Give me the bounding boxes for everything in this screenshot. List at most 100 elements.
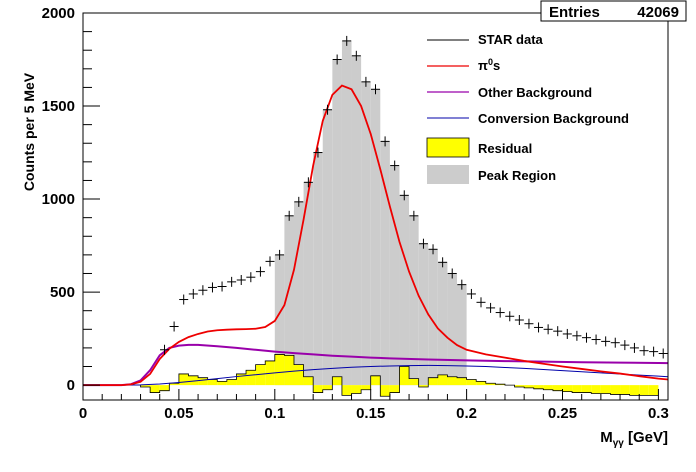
peak-region-bar xyxy=(428,249,438,386)
legend-label-star-data: STAR data xyxy=(478,32,544,47)
legend-swatch-residual xyxy=(426,137,470,158)
data-point xyxy=(457,279,467,290)
peak-region-bars xyxy=(274,40,467,386)
data-point xyxy=(591,334,601,345)
data-point xyxy=(361,76,371,87)
residual-bar xyxy=(476,381,486,386)
fit-curves xyxy=(83,84,669,387)
data-point xyxy=(610,337,620,348)
residual-bar xyxy=(255,364,266,386)
residual-bar xyxy=(159,385,170,391)
peak-region-bar xyxy=(361,81,371,386)
legend-swatch-peak-region xyxy=(427,165,469,184)
data-point xyxy=(466,288,476,299)
y-tick-label: 2000 xyxy=(42,5,75,22)
data-point xyxy=(275,249,285,260)
residual-bar xyxy=(188,375,199,386)
residual-bar xyxy=(495,384,505,386)
y-tick-label: 1500 xyxy=(42,98,75,115)
residual-bar xyxy=(447,376,458,386)
data-point xyxy=(246,272,256,283)
data-point xyxy=(495,307,505,318)
residual-bar xyxy=(389,385,400,393)
stats-box: Entries 42069 xyxy=(540,0,687,22)
peak-region-bar xyxy=(322,109,333,386)
x-tick-label: 0.05 xyxy=(164,405,193,422)
residual-bar xyxy=(322,385,333,390)
data-point xyxy=(380,136,390,147)
peak-region-bar xyxy=(332,59,342,386)
data-point xyxy=(207,282,217,293)
data-point xyxy=(255,266,265,277)
residual-bar xyxy=(648,385,659,396)
data-point xyxy=(438,257,448,268)
data-point xyxy=(236,274,246,285)
x-axis-title-unit: [GeV] xyxy=(624,429,668,446)
data-point xyxy=(313,147,323,158)
residual-bar xyxy=(600,385,611,394)
x-tick-label: 0 xyxy=(79,405,87,422)
x-tick-label: 0.2 xyxy=(456,405,477,422)
data-point xyxy=(399,190,409,201)
residual-bar xyxy=(610,385,621,395)
pi0-curve xyxy=(83,84,669,387)
data-point xyxy=(390,160,400,171)
y-axis-title: Counts per 5 MeV xyxy=(21,72,37,191)
residual-bar xyxy=(370,375,381,386)
residual-bar xyxy=(178,373,189,386)
data-point xyxy=(198,285,208,296)
residual-outline xyxy=(83,354,659,397)
data-point xyxy=(227,276,237,287)
peak-region-bar xyxy=(370,89,381,386)
residual-bar xyxy=(332,376,342,386)
legend-label-pi0-main: π xyxy=(478,58,488,73)
y-tick-label: 500 xyxy=(50,284,75,301)
residual-bar xyxy=(437,374,448,386)
data-point xyxy=(428,244,438,255)
residual-bar xyxy=(293,364,304,386)
data-point xyxy=(303,177,313,188)
data-point xyxy=(284,210,294,221)
peak-region-bar xyxy=(303,182,314,386)
residual-bar xyxy=(572,385,582,393)
data-point xyxy=(505,311,515,322)
residual-bar xyxy=(284,355,294,386)
data-point xyxy=(160,344,170,355)
peak-region-bar xyxy=(409,215,419,386)
peak-region-bar xyxy=(293,201,304,386)
x-axis-title-main: M xyxy=(600,429,613,446)
x-tick-label: 0.3 xyxy=(648,405,669,422)
data-point xyxy=(418,238,428,249)
residual-bar xyxy=(274,354,285,386)
data-point xyxy=(649,346,659,357)
residual-bar xyxy=(514,385,525,387)
conversion-background-curve xyxy=(83,364,669,386)
residual-bar xyxy=(591,385,601,394)
data-point xyxy=(620,340,630,351)
peak-region-bar xyxy=(351,55,362,386)
residual-bar xyxy=(533,385,544,389)
data-point xyxy=(179,294,189,305)
legend-label-pi0-suffix: s xyxy=(493,58,500,73)
peak-region-bar xyxy=(313,152,323,386)
data-point xyxy=(572,330,582,341)
peak-region-bar xyxy=(447,273,458,386)
peak-region-bar xyxy=(284,215,294,386)
residual-bar xyxy=(303,376,314,386)
residual-bar xyxy=(485,383,496,386)
residual-bar xyxy=(543,385,553,390)
peak-region-bar xyxy=(457,284,467,386)
data-point xyxy=(371,84,380,95)
residual-bar xyxy=(639,385,649,396)
residual-bar xyxy=(341,385,352,396)
x-tick-label: 0.15 xyxy=(356,405,385,422)
residual-bar xyxy=(207,379,218,386)
data-point xyxy=(294,196,304,207)
data-point xyxy=(658,348,668,359)
residual-bar xyxy=(217,381,227,386)
data-point xyxy=(534,322,544,333)
peak-region-bar xyxy=(341,40,352,386)
x-axis: 0 0.05 0.1 0.15 0.2 0.25 0.3 xyxy=(79,389,669,422)
data-point xyxy=(217,281,227,292)
data-point xyxy=(265,256,275,267)
